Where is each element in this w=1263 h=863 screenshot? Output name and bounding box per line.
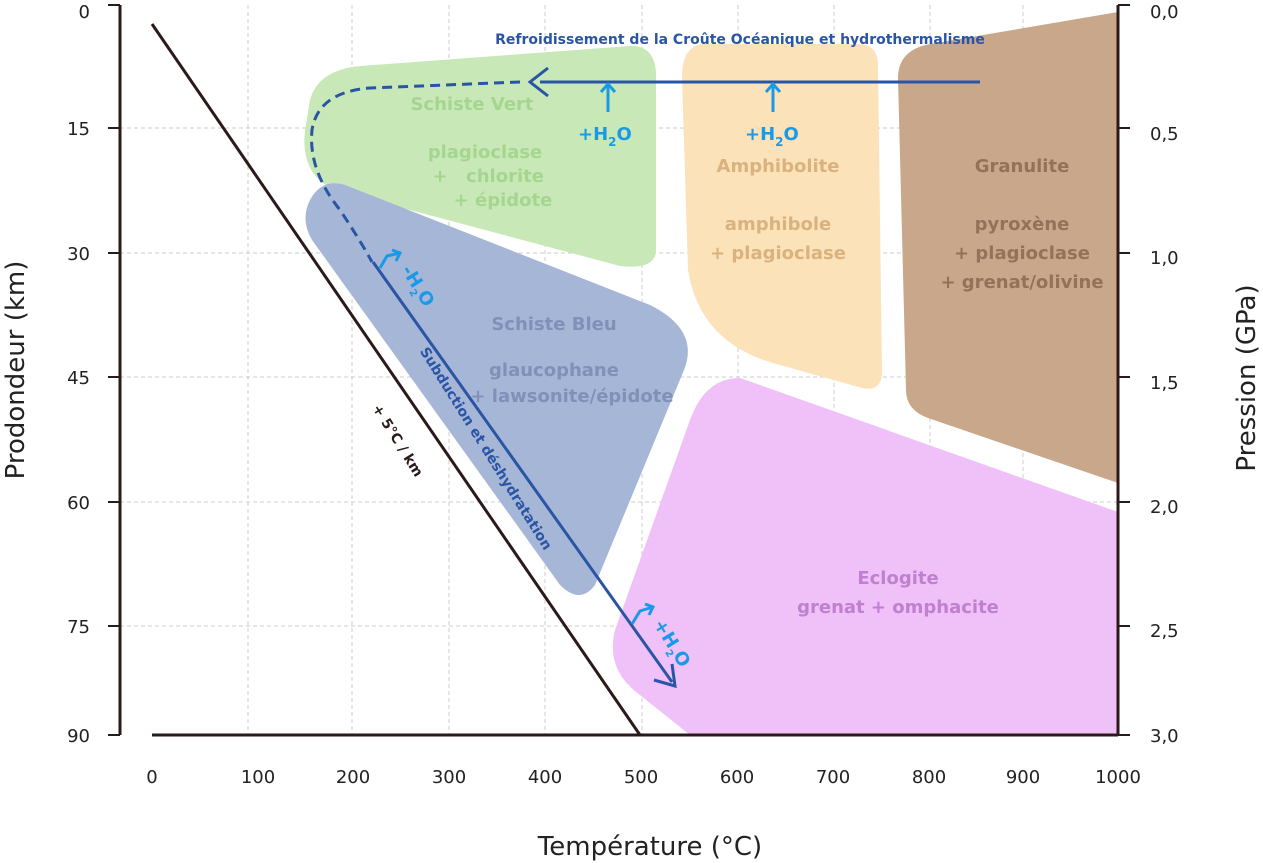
- granulite-mineral-3: + grenat/olivine: [940, 272, 1103, 293]
- granulite-labels: Granulite pyroxène + plagioclase + grena…: [940, 156, 1103, 293]
- schiste-vert-mineral-3: + épidote: [454, 190, 553, 211]
- cooling-arrowhead: [527, 66, 549, 98]
- y-right-tick-label: 0,0: [1150, 2, 1179, 23]
- h2o-up-arrow-1: [599, 81, 617, 112]
- x-tick-label: 100: [241, 767, 275, 788]
- x-tick-label: 300: [432, 767, 466, 788]
- schiste-vert-mineral-1: plagioclase: [428, 142, 543, 163]
- y-right-tick-label: 1,0: [1150, 248, 1179, 269]
- schiste-vert-region: [304, 45, 656, 267]
- h2o-label-2: +H2O: [745, 124, 799, 149]
- dashed-path: [310, 80, 521, 263]
- geotherm-label: + 5°C / km: [369, 402, 426, 480]
- y-axis-title-right: Pression (GPa): [1232, 284, 1262, 471]
- h2o-up-arrow-2: [764, 81, 782, 112]
- granulite-mineral-2: + plagioclase: [954, 243, 1090, 264]
- schiste-bleu-name: Schiste Bleu: [491, 314, 616, 335]
- eclogite-labels: Eclogite grenat + omphacite: [797, 568, 999, 618]
- y-right-tick-labels: 0,0 0,5 1,0 1,5 2,0 2,5 3,0: [1150, 2, 1179, 747]
- y-left-tick-label: 30: [67, 244, 90, 265]
- x-tick-label: 700: [816, 767, 850, 788]
- y-left-tick-label: 75: [67, 617, 90, 638]
- amphibolite-mineral-2: + plagioclase: [710, 243, 846, 264]
- granulite-mineral-1: pyroxène: [975, 214, 1070, 235]
- y-axis-title-left: Prodondeur (km): [1, 261, 31, 480]
- amphibolite-mineral-1: amphibole: [725, 214, 831, 235]
- x-tick-labels: 0 100 200 300 400 500 600 700 800 900 10…: [146, 767, 1141, 788]
- right-ticks: [1118, 4, 1130, 736]
- y-right-tick-label: 1,5: [1150, 373, 1179, 394]
- y-left-tick-label: 60: [67, 493, 90, 514]
- eclogite-region: [612, 378, 1118, 735]
- x-tick-label: 800: [912, 767, 946, 788]
- schiste-vert-labels: Schiste Vert plagioclase + chlorite + ép…: [410, 94, 552, 211]
- x-tick-label: 0: [146, 767, 157, 788]
- x-tick-label: 1000: [1095, 767, 1141, 788]
- y-left-tick-label: 45: [67, 368, 90, 389]
- schiste-vert-mineral-2: chlorite: [466, 166, 544, 187]
- granulite-name: Granulite: [975, 156, 1070, 177]
- amphibolite-name: Amphibolite: [717, 156, 840, 177]
- schiste-bleu-region: [305, 183, 688, 595]
- y-left-tick-label: 90: [67, 726, 90, 747]
- x-tick-label: 200: [336, 767, 370, 788]
- h2o-label-1: +H2O: [578, 124, 632, 149]
- schiste-bleu-mineral-1: glaucophane: [489, 360, 619, 381]
- y-left-tick-label: 0: [79, 2, 90, 23]
- left-ticks: [108, 4, 120, 736]
- y-right-tick-label: 2,5: [1150, 621, 1179, 642]
- eclogite-name: Eclogite: [857, 568, 938, 589]
- subduction-arrow: [371, 261, 674, 683]
- y-left-tick-labels: 0 15 30 45 60 75 90: [67, 2, 90, 747]
- y-right-tick-label: 2,0: [1150, 497, 1179, 518]
- y-right-tick-label: 3,0: [1150, 726, 1179, 747]
- subduction-arrowhead: [653, 663, 677, 689]
- amphibolite-labels: Amphibolite amphibole + plagioclase: [710, 156, 846, 264]
- y-left-tick-label: 15: [67, 119, 90, 140]
- x-tick-label: 400: [528, 767, 562, 788]
- y-right-tick-label: 0,5: [1150, 124, 1179, 145]
- h2o-small-arrow-2: [630, 602, 656, 625]
- amphibolite-region: [682, 44, 882, 389]
- geotherm-line: [150, 23, 642, 736]
- x-tick-label: 500: [624, 767, 658, 788]
- schiste-bleu-mineral-2: + lawsonite/épidote: [470, 386, 673, 407]
- h2o-small-arrow-1: [378, 248, 403, 269]
- x-tick-label: 900: [1006, 767, 1040, 788]
- granulite-region: [898, 12, 1118, 483]
- schiste-vert-name: Schiste Vert: [410, 94, 533, 115]
- schiste-bleu-labels: Schiste Bleu glaucophane + lawsonite/épi…: [470, 314, 673, 407]
- eclogite-mineral-1: grenat + omphacite: [797, 597, 999, 618]
- schiste-vert-plus: +: [432, 166, 447, 187]
- x-tick-label: 600: [720, 767, 754, 788]
- x-axis-title: Température (°C): [537, 832, 762, 862]
- cooling-title: Refroidissement de la Croûte Océanique e…: [495, 32, 985, 48]
